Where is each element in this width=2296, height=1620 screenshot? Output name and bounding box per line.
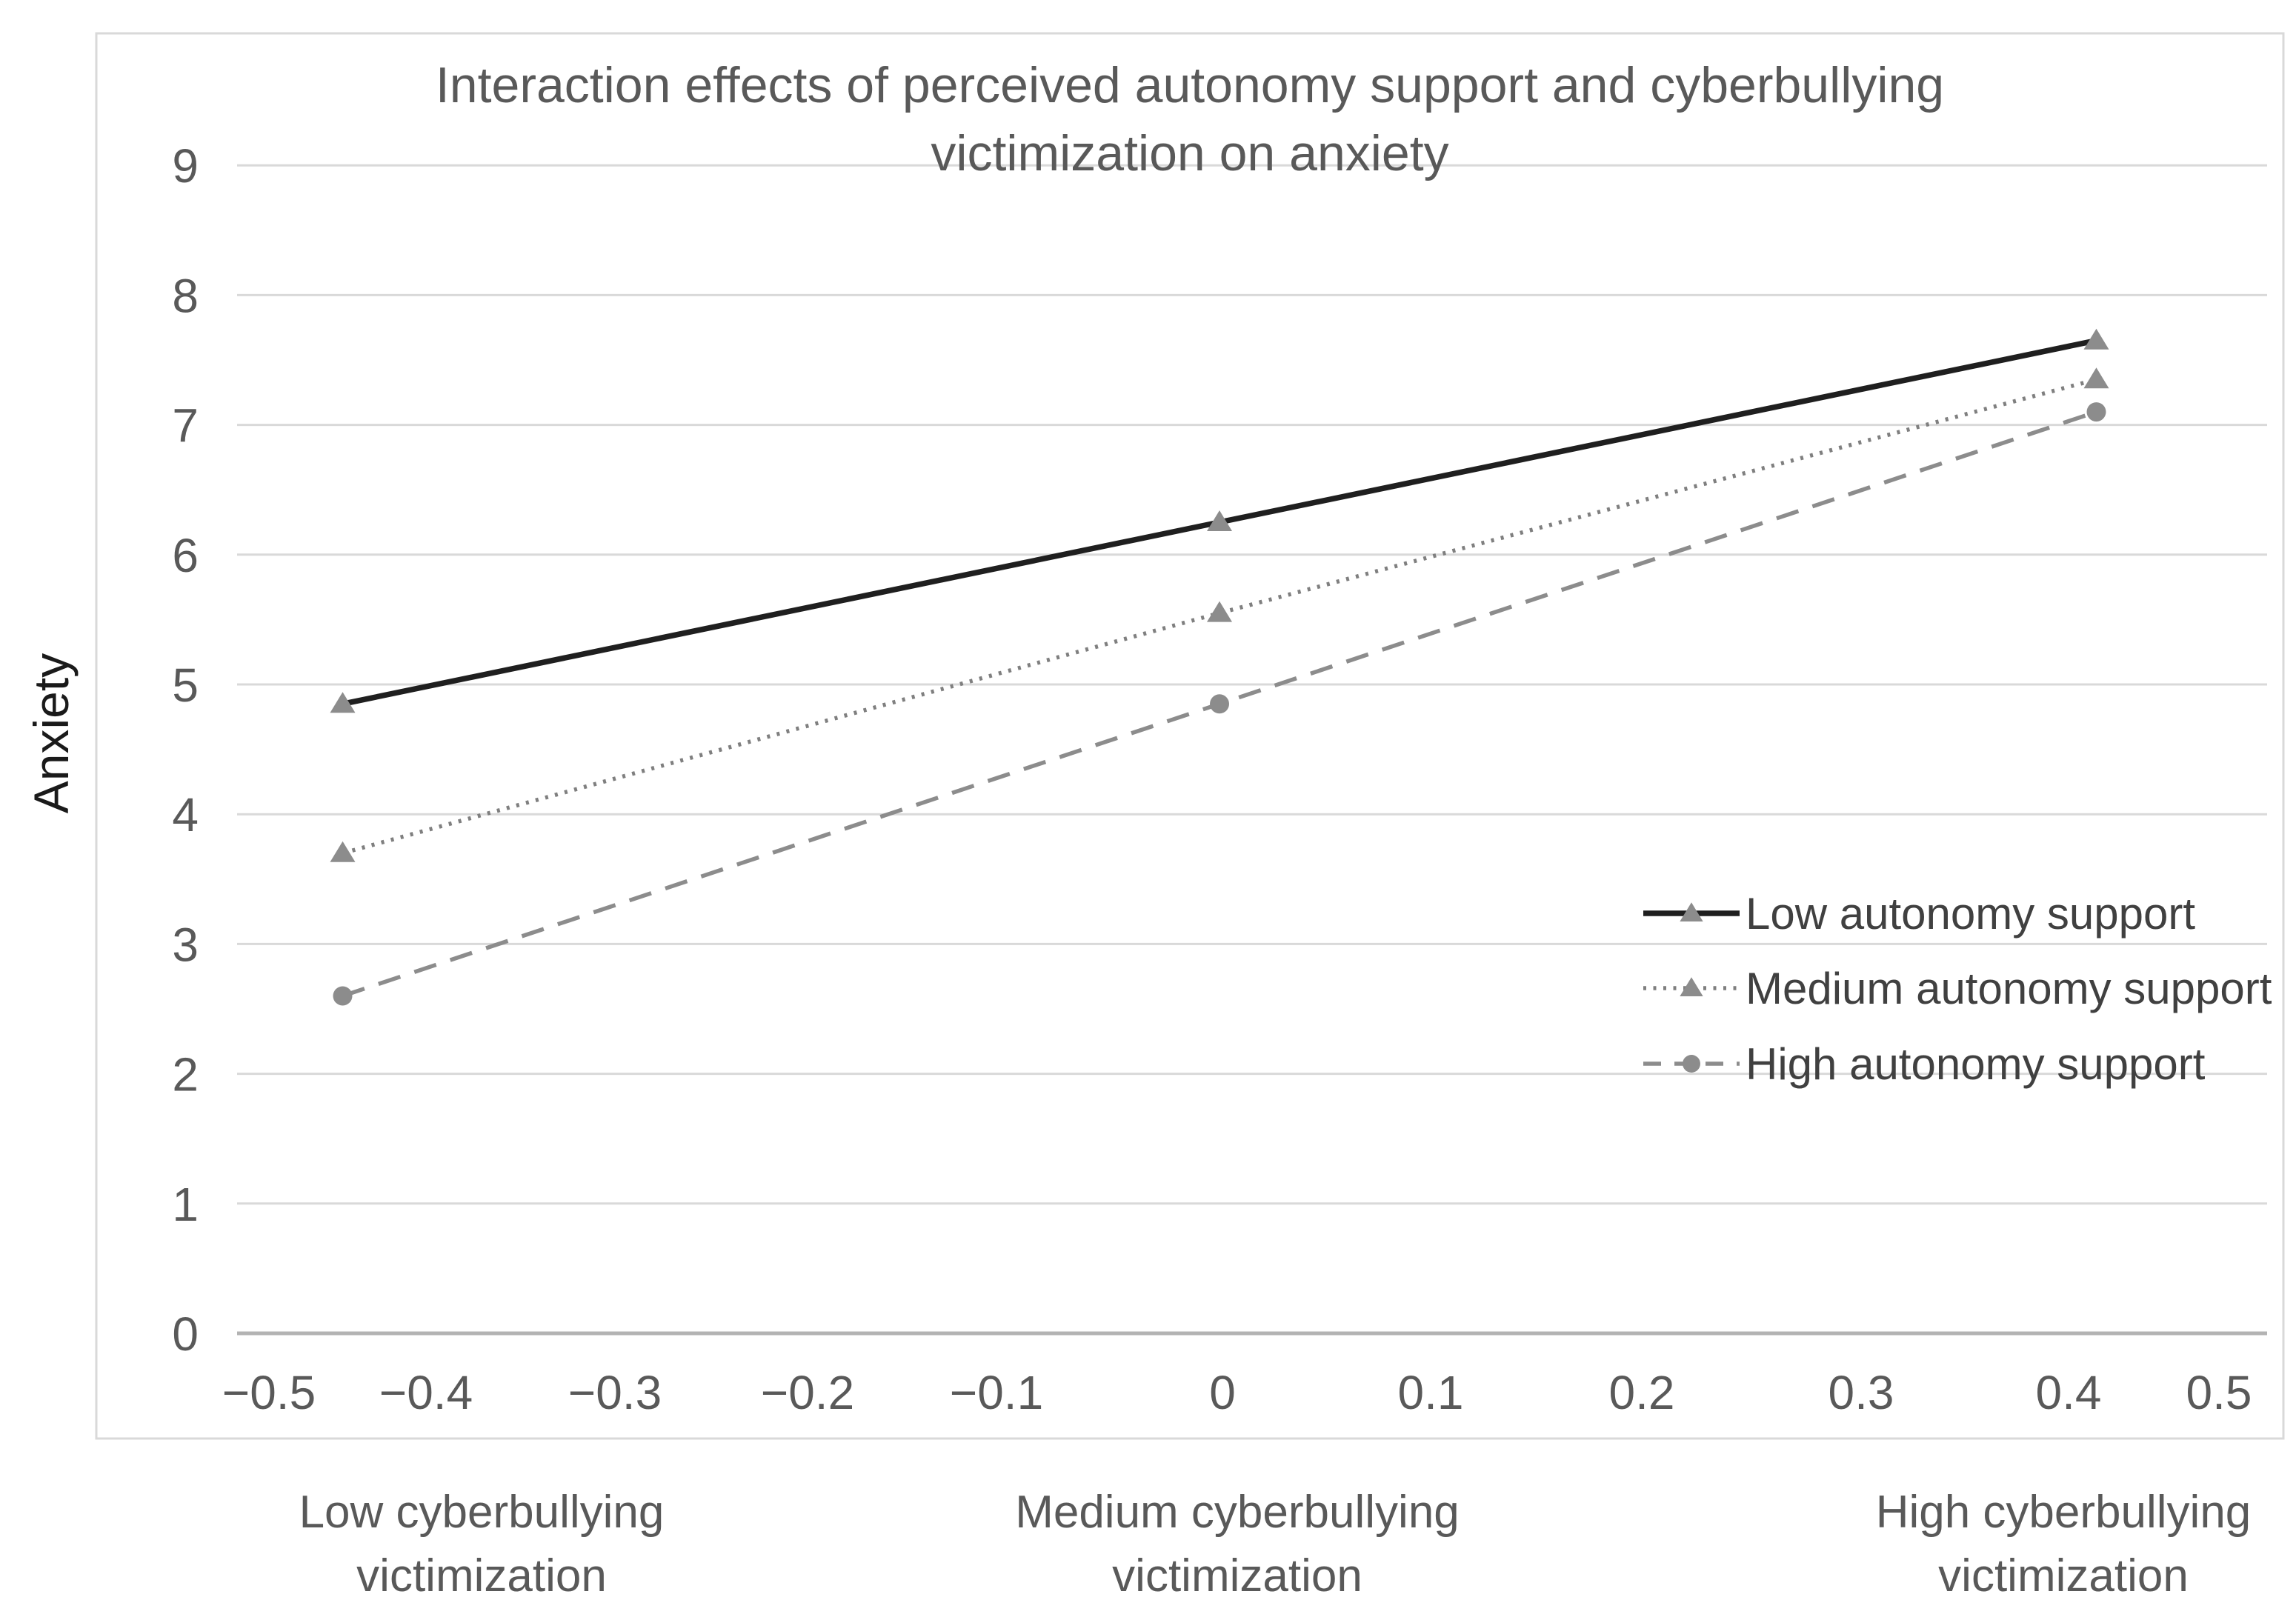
y-tick-label-7: 7: [172, 399, 199, 453]
category-label-medium-cyberbullying-victimization-line-1: Medium cyberbullying: [1015, 1487, 1460, 1538]
x-tick-label-0-3: 0.3: [1829, 1366, 1894, 1419]
series-marker-high-autonomy-support-0: [333, 986, 353, 1006]
gridlines-layer: [237, 164, 2267, 1336]
y-tick-label-5: 5: [172, 659, 199, 712]
legend-marker-medium-autonomy-support: [1680, 977, 1703, 997]
category-label-high-cyberbullying-victimization-line-2: victimization: [1938, 1550, 2189, 1601]
y-tick-label-4: 4: [172, 788, 199, 841]
chart-title-line-2: victimization on anxiety: [931, 125, 1448, 181]
y-tick-label-1: 1: [172, 1178, 199, 1231]
series-marker-low-autonomy-support-1: [1207, 510, 1232, 531]
series-marker-medium-autonomy-support-1: [1207, 601, 1232, 622]
y-axis-title: Anxiety: [24, 653, 79, 813]
y-tick-labels-layer: 0 1 2 3 4 5 6 7 8 9: [172, 139, 199, 1361]
series-marker-high-autonomy-support-2: [2086, 402, 2106, 422]
category-label-low-cyberbullying-victimization-line-2: victimization: [356, 1550, 607, 1601]
legend-label-medium-autonomy-support: Medium autonomy support: [1746, 964, 2272, 1013]
x-tick-label-0-4: 0.4: [2036, 1366, 2102, 1419]
series-marker-medium-autonomy-support-2: [2083, 367, 2109, 389]
y-tick-label-9: 9: [172, 139, 199, 193]
series-marker-high-autonomy-support-1: [1210, 694, 1229, 714]
x-tick-label--0-1: −0.1: [950, 1366, 1043, 1419]
y-tick-label-3: 3: [172, 918, 199, 971]
category-label-low-cyberbullying-victimization-line-1: Low cyberbullying: [299, 1487, 665, 1538]
y-tick-label-6: 6: [172, 529, 199, 582]
chart-border: [95, 32, 2285, 1440]
legend-label-high-autonomy-support: High autonomy support: [1746, 1039, 2206, 1089]
series-marker-low-autonomy-support-2: [2083, 328, 2109, 350]
category-label-high-cyberbullying-victimization-line-1: High cyberbullying: [1876, 1487, 2252, 1538]
y-tick-label-0: 0: [172, 1307, 199, 1361]
series-marker-low-autonomy-support-0: [330, 692, 356, 713]
category-label-medium-cyberbullying-victimization-line-2: victimization: [1112, 1550, 1362, 1601]
x-tick-label--0-5: −0.5: [222, 1366, 316, 1419]
x-tick-label--0-4: −0.4: [379, 1366, 473, 1419]
y-tick-label-8: 8: [172, 269, 199, 322]
legend-marker-high-autonomy-support: [1683, 1055, 1700, 1073]
x-tick-labels-layer: −0.5 −0.4 −0.3 −0.2 −0.1 0 0.1 0.2 0.3 0.4 0.5: [222, 1366, 2252, 1419]
x-tick-label-0-5: 0.5: [2186, 1366, 2252, 1419]
category-labels-layer: Low cyberbullying victimization Medium cyb…: [299, 1487, 2252, 1601]
legend-marker-low-autonomy-support: [1680, 902, 1703, 922]
x-tick-label-0: 0: [1209, 1366, 1236, 1419]
x-tick-label-0-2: 0.2: [1609, 1366, 1675, 1419]
x-tick-label-0-1: 0.1: [1398, 1366, 1464, 1419]
y-tick-label-2: 2: [172, 1048, 199, 1101]
x-tick-label--0-2: −0.2: [761, 1366, 854, 1419]
legend-label-low-autonomy-support: Low autonomy support: [1746, 889, 2195, 939]
chart-title-line-1: Interaction effects of perceived autonom…: [436, 57, 1944, 113]
legend: Low autonomy support Medium autonomy supp…: [1643, 889, 2272, 1089]
x-tick-label--0-3: −0.3: [568, 1366, 662, 1419]
series-layer: [330, 328, 2109, 1006]
series-marker-medium-autonomy-support-0: [330, 841, 356, 862]
